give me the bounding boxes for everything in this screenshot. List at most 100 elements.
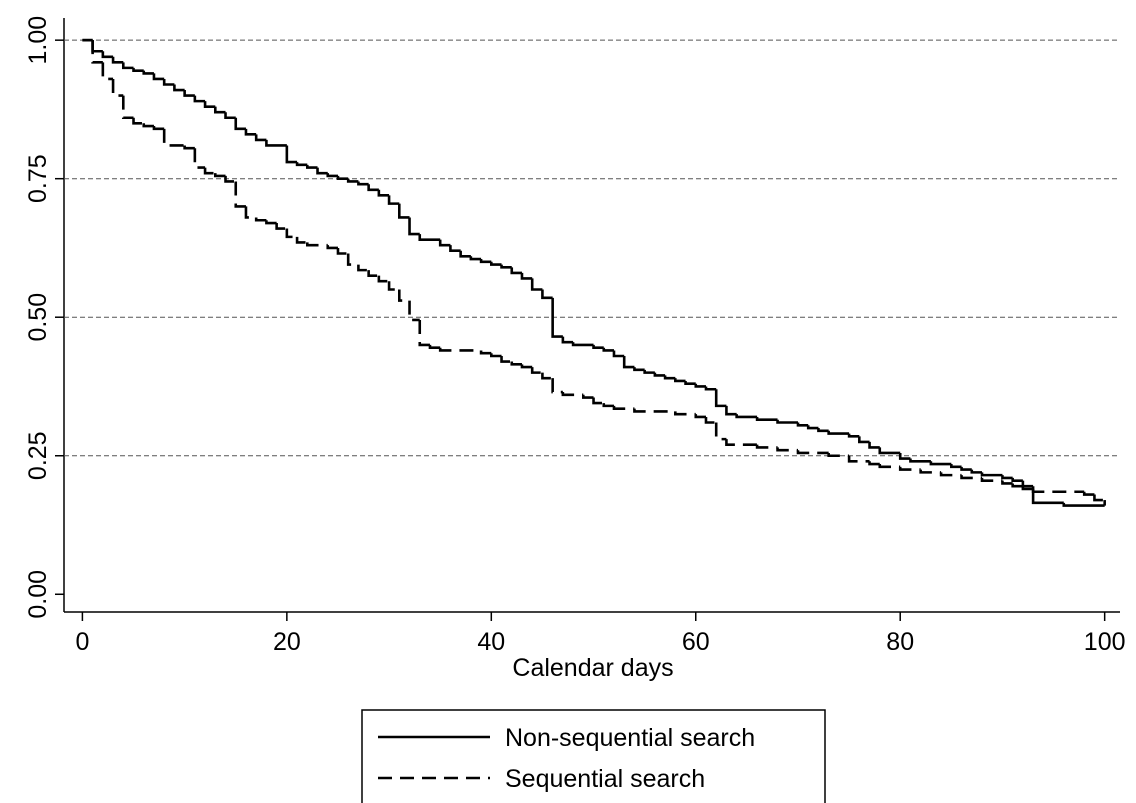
step-segment bbox=[806, 425, 819, 430]
step-segment bbox=[193, 95, 206, 103]
step-segment bbox=[295, 162, 308, 167]
step-segment bbox=[408, 217, 420, 236]
step-segment bbox=[602, 403, 614, 408]
step-segment bbox=[1031, 488, 1085, 494]
step-segment bbox=[960, 466, 972, 471]
step-segment bbox=[817, 428, 829, 433]
step-segment bbox=[183, 145, 195, 150]
step-segment bbox=[500, 264, 512, 269]
step-segment bbox=[520, 272, 533, 280]
step-segment bbox=[561, 392, 584, 397]
step-segment bbox=[224, 175, 236, 183]
y-tick-label: 0.50 bbox=[24, 293, 52, 342]
step-segment bbox=[490, 353, 502, 358]
step-segment bbox=[213, 106, 226, 114]
step-segment bbox=[91, 40, 103, 53]
step-segment bbox=[326, 245, 338, 250]
step-segment bbox=[367, 184, 379, 192]
step-segment bbox=[101, 51, 114, 59]
step-segment bbox=[479, 259, 492, 264]
step-segment bbox=[939, 472, 962, 477]
step-segment bbox=[132, 117, 144, 125]
step-segment bbox=[541, 289, 553, 300]
step-segment bbox=[490, 261, 502, 266]
step-segment bbox=[714, 422, 727, 441]
step-segment bbox=[1001, 480, 1013, 485]
step-segment bbox=[653, 372, 666, 377]
step-segment bbox=[776, 447, 798, 452]
step-segment bbox=[234, 181, 246, 208]
x-tick-label: 80 bbox=[886, 628, 914, 656]
step-segment bbox=[704, 386, 717, 391]
step-segment bbox=[438, 347, 482, 352]
step-segment bbox=[704, 416, 717, 424]
step-segment bbox=[551, 378, 563, 394]
step-segment bbox=[551, 297, 563, 338]
step-segment bbox=[193, 148, 206, 169]
x-axis-title: Calendar days bbox=[512, 654, 673, 682]
step-segment bbox=[500, 356, 512, 363]
step-segment bbox=[868, 461, 880, 466]
step-segment bbox=[357, 264, 369, 272]
x-tick-label: 60 bbox=[682, 628, 710, 656]
step-segment bbox=[970, 469, 982, 474]
step-segment bbox=[582, 394, 594, 399]
step-segment bbox=[101, 62, 114, 81]
step-segment bbox=[469, 256, 482, 261]
step-segment bbox=[878, 447, 901, 455]
step-segment bbox=[929, 461, 952, 466]
step-segment bbox=[111, 78, 124, 97]
step-segment bbox=[796, 450, 829, 455]
step-segment bbox=[132, 67, 144, 72]
step-segment bbox=[418, 319, 430, 347]
step-segment bbox=[173, 84, 185, 92]
step-segment bbox=[694, 383, 706, 388]
step-segment bbox=[265, 220, 277, 225]
step-segment bbox=[111, 56, 124, 64]
step-segment bbox=[152, 73, 165, 81]
step-segment bbox=[898, 466, 921, 471]
step-segment bbox=[847, 433, 860, 438]
step-segment bbox=[326, 173, 338, 178]
step-segment bbox=[530, 278, 543, 291]
step-segment bbox=[346, 178, 359, 183]
y-tick-label: 1.00 bbox=[24, 16, 52, 65]
step-segment bbox=[827, 430, 850, 435]
step-segment bbox=[755, 416, 778, 422]
step-segment bbox=[295, 236, 308, 244]
step-segment bbox=[459, 250, 471, 258]
step-segment bbox=[796, 422, 809, 427]
step-segment bbox=[121, 95, 134, 120]
step-segment bbox=[162, 78, 175, 86]
step-segment bbox=[479, 350, 492, 355]
step-segment bbox=[776, 419, 798, 424]
step-segment bbox=[960, 475, 982, 480]
step-segment bbox=[357, 181, 369, 186]
step-segment bbox=[592, 397, 604, 405]
step-segment bbox=[285, 145, 298, 164]
x-tick-label: 20 bbox=[273, 628, 301, 656]
step-segment bbox=[561, 336, 574, 344]
step-segment bbox=[387, 195, 400, 205]
step-segment bbox=[336, 175, 349, 180]
step-segment bbox=[725, 439, 758, 446]
step-segment bbox=[1093, 494, 1105, 502]
step-segment bbox=[336, 247, 349, 255]
step-segment bbox=[254, 217, 267, 222]
step-segment bbox=[377, 275, 390, 283]
step-segment bbox=[265, 139, 287, 147]
step-segment bbox=[980, 477, 1003, 482]
step-segment bbox=[633, 408, 676, 413]
step-segment bbox=[950, 464, 962, 469]
step-segment bbox=[244, 206, 257, 219]
step-segment bbox=[1001, 475, 1013, 480]
step-segment bbox=[1011, 477, 1023, 482]
step-segment bbox=[387, 281, 400, 291]
legend-label: Non-sequential search bbox=[505, 724, 755, 752]
step-segment bbox=[571, 342, 594, 347]
step-segment bbox=[234, 117, 246, 131]
step-segment bbox=[398, 289, 410, 302]
step-segment bbox=[694, 414, 706, 419]
step-segment bbox=[1021, 486, 1034, 491]
step-segment bbox=[898, 452, 911, 460]
